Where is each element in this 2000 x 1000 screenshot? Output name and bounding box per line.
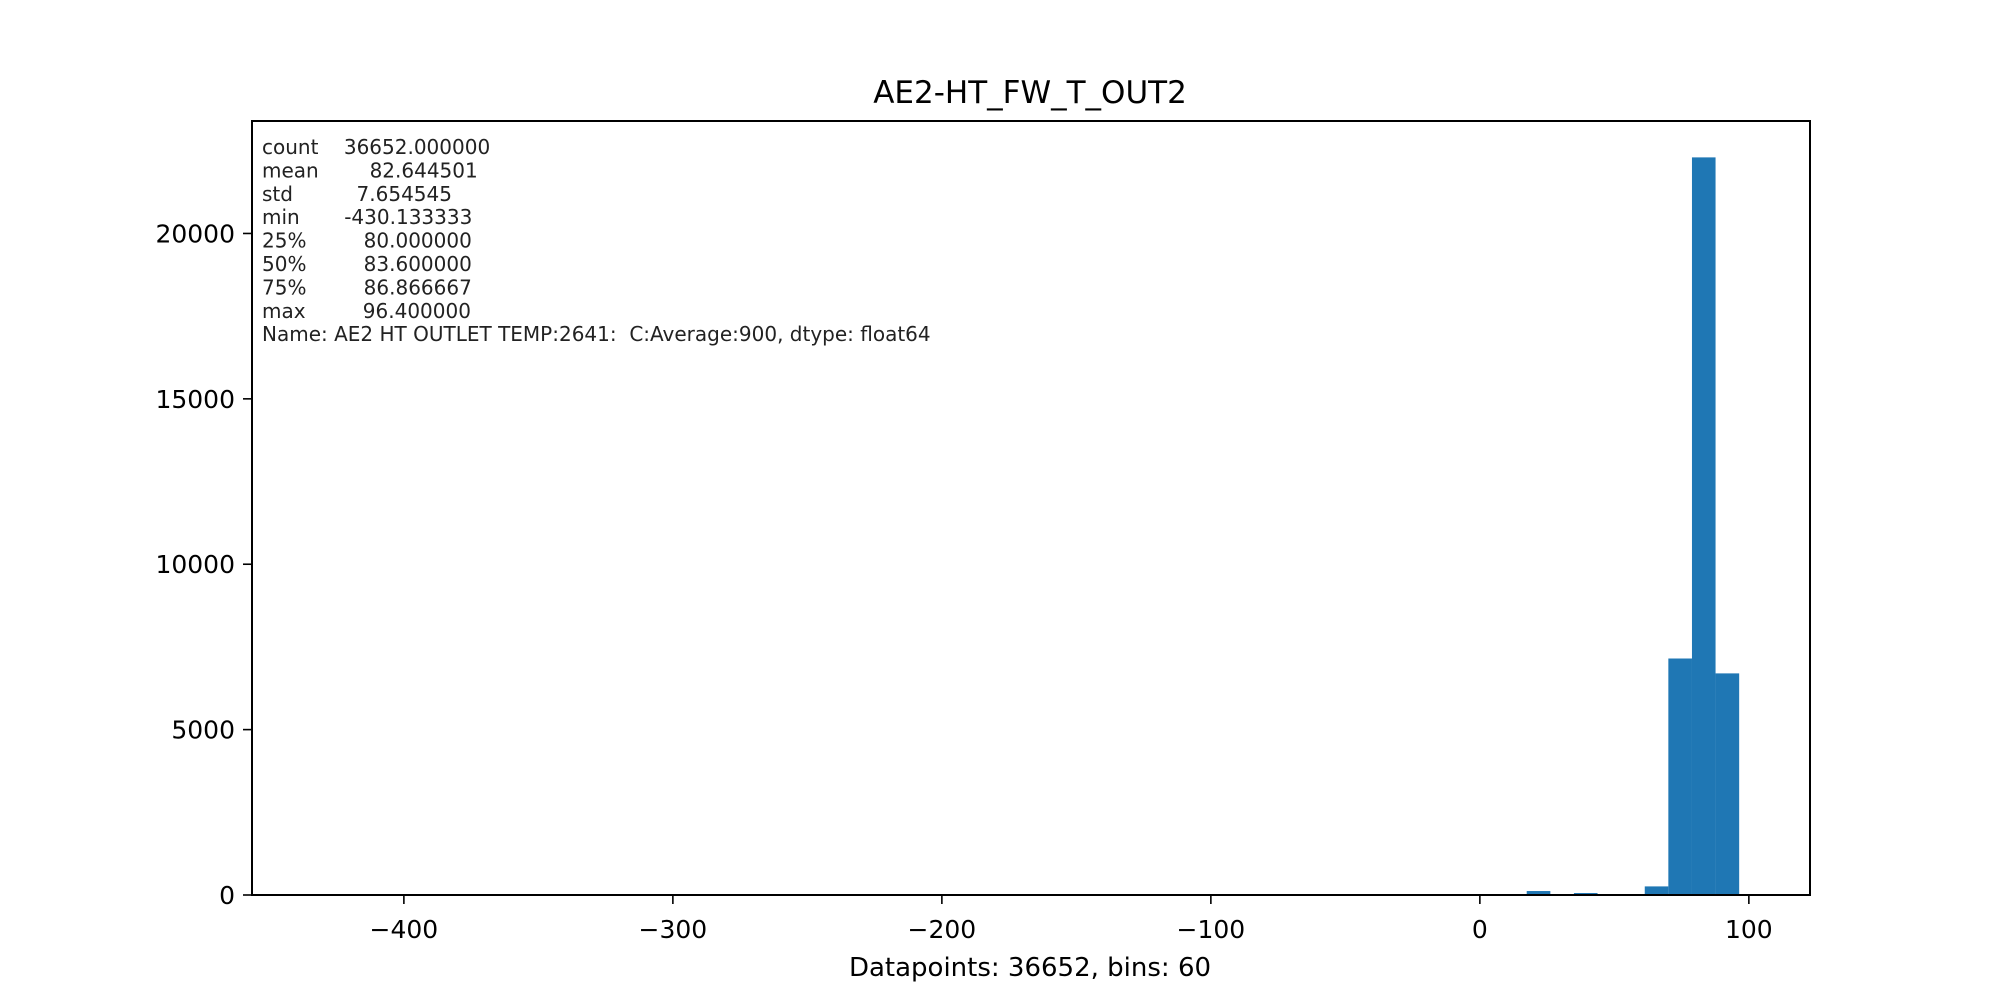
y-tick-label-1: 5000 — [171, 716, 235, 745]
stats-line-3: min -430.133333 — [262, 205, 472, 229]
histogram-bar-3 — [1644, 886, 1669, 895]
x-axis-label: Datapoints: 36652, bins: 60 — [849, 953, 1211, 983]
x-tick-label-1: −300 — [639, 915, 708, 944]
stats-line-5: 50% 83.600000 — [262, 252, 472, 276]
plot-frame — [251, 120, 1811, 896]
stats-line-8: Name: AE2 HT OUTLET TEMP:2641: C:Average… — [262, 322, 931, 346]
y-tick-label-3: 15000 — [155, 385, 235, 414]
stats-line-1: mean 82.644501 — [262, 158, 478, 182]
x-tick-label-3: −100 — [1177, 915, 1246, 944]
axes-layer: −400 −300 −200 −100 0 100 0 5000 10000 15000 20000 — [155, 219, 1772, 944]
stats-line-7: max 96.400000 — [262, 299, 471, 323]
stats-line-4: 25% 80.000000 — [262, 229, 472, 253]
x-tick-label-2: −200 — [908, 915, 977, 944]
stats-line-0: count 36652.000000 — [262, 135, 490, 159]
stats-line-2: std 7.654545 — [262, 182, 452, 206]
histogram-bar-6 — [1715, 673, 1740, 895]
x-tick-label-5: 100 — [1725, 915, 1773, 944]
histogram-bar-1 — [1526, 891, 1551, 895]
y-tick-label-0: 0 — [219, 881, 235, 910]
histogram-bar-4 — [1668, 658, 1692, 895]
x-tick-label-0: −400 — [370, 915, 439, 944]
y-tick-label-4: 20000 — [155, 219, 235, 248]
y-tick-label-2: 10000 — [155, 550, 235, 579]
bars-layer — [322, 157, 1740, 895]
x-tick-label-4: 0 — [1472, 915, 1488, 944]
stats-line-6: 75% 86.866667 — [262, 275, 472, 299]
histogram-bar-5 — [1691, 157, 1716, 895]
chart-title: AE2-HT_FW_T_OUT2 — [873, 75, 1187, 111]
